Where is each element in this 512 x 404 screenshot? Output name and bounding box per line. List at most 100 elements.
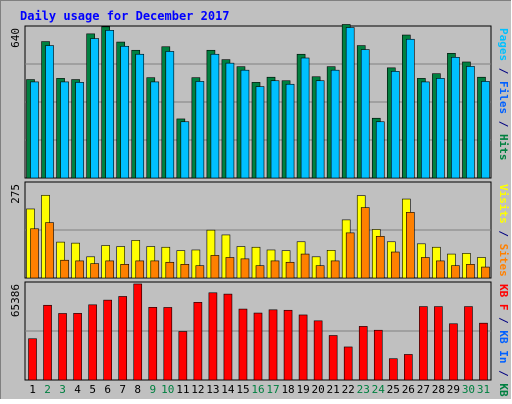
bar-sites-day-6 (105, 260, 114, 279)
bar-kb-f-day-9 (148, 307, 158, 381)
bar-files-day-14 (225, 62, 235, 179)
bar-kb-f-day-2 (43, 304, 52, 381)
bar-kb-f-day-12 (193, 302, 203, 381)
bar-kb-f-day-30 (464, 306, 473, 381)
bar-files-day-9 (150, 81, 160, 179)
bar-sites-day-14 (225, 257, 235, 279)
legend-part: / (497, 61, 510, 81)
bar-kb-f-day-6 (103, 299, 112, 381)
panel-bot-max-tick-label: 65386 (9, 284, 22, 317)
bar-files-day-17 (270, 80, 280, 179)
bar-sites-day-8 (135, 260, 145, 279)
bar-kb-f-day-7 (118, 296, 128, 381)
bar-kb-f-day-1 (28, 338, 37, 381)
bar-sites-day-3 (60, 259, 69, 279)
bar-sites-day-22 (345, 232, 355, 279)
bar-sites-day-15 (240, 258, 250, 279)
x-tick-label-day-21: 21 (327, 383, 340, 396)
bar-files-day-27 (421, 81, 430, 179)
bar-sites-day-5 (90, 263, 99, 279)
x-tick-label-day-6: 6 (104, 383, 111, 396)
legend-part: / (497, 311, 510, 331)
x-tick-label-day-7: 7 (119, 383, 126, 396)
bar-files-day-25 (390, 71, 400, 179)
x-tick-label-day-8: 8 (134, 383, 141, 396)
legend-part: Hits (497, 134, 510, 161)
bar-files-day-6 (105, 30, 114, 179)
x-tick-label-day-5: 5 (89, 383, 96, 396)
legend-part: KB F (497, 284, 510, 311)
panel-top-max-tick-label: 640 (9, 28, 22, 48)
bar-sites-day-19 (300, 253, 310, 279)
bar-sites-day-29 (451, 265, 460, 279)
legend-part: / (497, 364, 510, 384)
bar-kb-f-day-28 (434, 306, 443, 381)
bar-sites-day-10 (165, 261, 175, 279)
bar-files-day-2 (45, 45, 54, 179)
bar-kb-f-day-4 (73, 313, 82, 381)
bar-files-day-28 (436, 78, 445, 179)
x-tick-label-day-2: 2 (44, 383, 51, 396)
bar-files-day-11 (180, 121, 190, 179)
x-tick-label-day-1: 1 (29, 383, 36, 396)
x-tick-label-day-27: 27 (417, 383, 430, 396)
bar-sites-day-20 (315, 265, 325, 279)
bar-kb-f-day-16 (253, 312, 263, 381)
x-tick-label-day-22: 22 (342, 383, 355, 396)
bar-kb-f-day-15 (238, 308, 248, 381)
x-tick-label-day-9: 9 (149, 383, 156, 396)
legend-part: Files (497, 81, 510, 114)
bar-files-day-19 (300, 57, 310, 179)
bar-kb-f-day-27 (419, 306, 428, 381)
legend-part: / (497, 114, 510, 134)
panel-mid-legend-label: Visits / Sites (497, 184, 510, 277)
x-tick-label-day-14: 14 (221, 383, 235, 396)
legend-part: Pages (497, 28, 510, 61)
bar-kb-f-day-17 (268, 309, 278, 381)
bar-sites-day-11 (180, 264, 190, 279)
bar-sites-day-18 (285, 261, 295, 279)
bar-kb-f-day-29 (449, 323, 458, 381)
bar-files-day-3 (60, 81, 69, 179)
x-tick-label-day-4: 4 (74, 383, 81, 396)
bar-sites-day-26 (406, 212, 415, 279)
x-tick-label-day-19: 19 (296, 383, 309, 396)
legend-part: / (497, 224, 510, 244)
bar-sites-day-1 (30, 228, 39, 279)
x-tick-label-day-31: 31 (477, 383, 490, 396)
bar-sites-day-16 (255, 265, 265, 279)
x-tick-label-day-24: 24 (372, 383, 386, 396)
bar-files-day-10 (165, 51, 175, 179)
panel-mid-max-tick-label: 275 (9, 184, 22, 204)
bar-kb-f-day-8 (133, 283, 143, 381)
bar-kb-f-day-24 (373, 329, 383, 381)
bar-kb-f-day-20 (313, 320, 323, 381)
x-tick-label-day-12: 12 (191, 383, 204, 396)
bar-sites-day-23 (360, 207, 370, 279)
bar-sites-day-27 (421, 257, 430, 279)
bar-sites-day-2 (45, 222, 54, 279)
bar-sites-day-4 (75, 260, 84, 279)
x-tick-label-day-28: 28 (432, 383, 445, 396)
bar-files-day-21 (330, 69, 340, 179)
legend-part: KB In (497, 330, 510, 363)
x-tick-label-day-23: 23 (357, 383, 370, 396)
legend-part: KB Out (497, 383, 510, 400)
bar-kb-f-day-14 (223, 293, 233, 381)
bar-kb-f-day-11 (178, 331, 188, 381)
bar-sites-day-30 (466, 264, 475, 279)
bar-kb-f-day-22 (343, 346, 353, 381)
x-tick-label-day-25: 25 (387, 383, 400, 396)
bar-files-day-24 (375, 121, 385, 179)
bar-sites-day-31 (481, 266, 490, 279)
panel-top-legend-label: Pages / Files / Hits (497, 28, 510, 161)
bar-kb-f-day-23 (358, 326, 368, 381)
bar-kb-f-day-19 (298, 314, 308, 381)
x-tick-label-day-16: 16 (251, 383, 264, 396)
bar-kb-f-day-13 (208, 292, 218, 381)
x-tick-label-day-20: 20 (312, 383, 325, 396)
bar-files-day-20 (315, 80, 325, 179)
bar-files-day-16 (255, 86, 265, 179)
